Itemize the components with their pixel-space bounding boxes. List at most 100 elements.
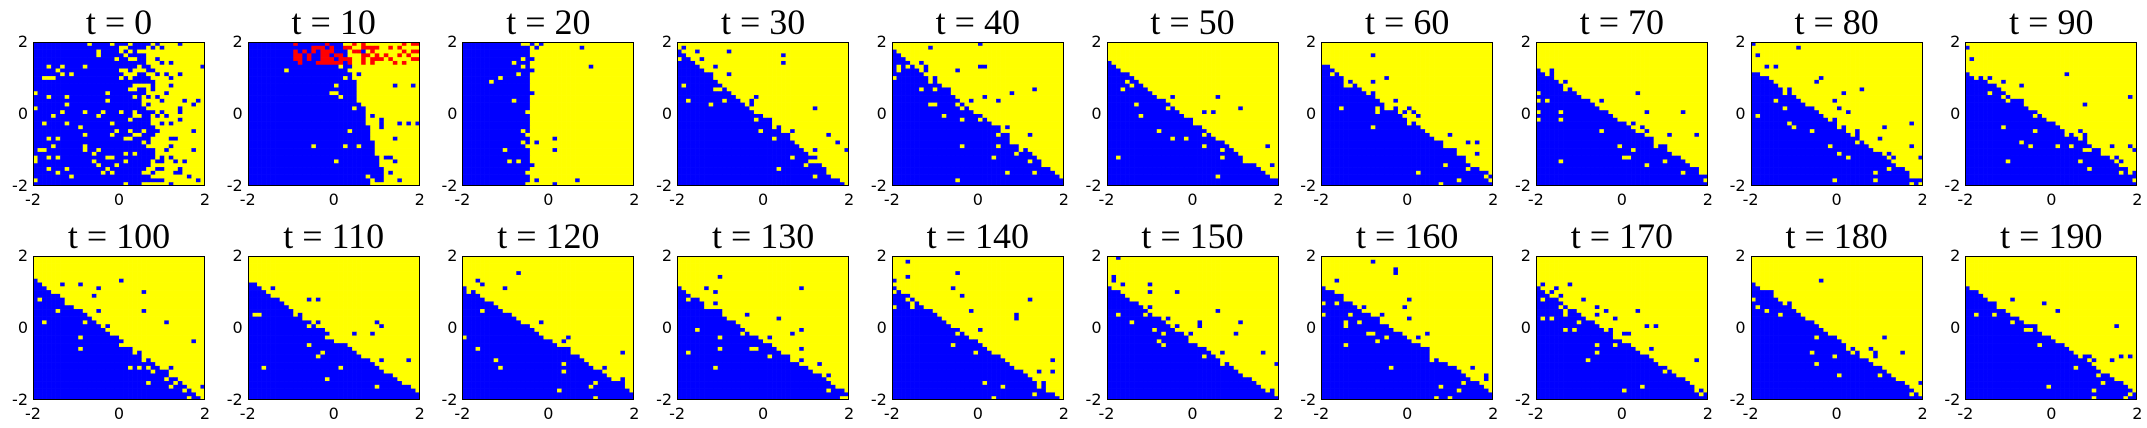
heatmap-cell [844,49,850,54]
heatmap-cell [91,114,97,119]
heatmap-cell [808,68,814,73]
heatmap-cell [46,182,52,186]
heatmap-cell [292,151,298,156]
heatmap-cell [200,167,205,172]
heatmap-cell [598,72,604,77]
heatmap-cell [315,182,321,186]
heatmap-cell [128,136,133,141]
heatmap-cell [548,129,554,134]
heatmap-cell [132,140,138,145]
heatmap-cell [589,95,594,100]
heatmap-cell [46,170,52,175]
heatmap-cell [584,125,590,130]
heatmap-cell [817,64,823,69]
heatmap-cell [543,49,549,54]
heatmap-cell [471,68,477,73]
heatmap-cell [100,148,106,153]
heatmap-cell [369,170,375,175]
heatmap-cell [571,60,576,66]
heatmap-cell [82,79,88,84]
heatmap-cell [763,45,768,50]
heatmap-cell [620,140,626,145]
heatmap-cell [512,155,518,160]
heatmap-cell [580,98,585,103]
heatmap-cell [616,53,622,58]
heatmap-cell [374,167,380,172]
heatmap-cell [292,106,298,111]
heatmap-cell [466,57,472,62]
heatmap-cell [607,114,613,119]
heatmap-cell [186,102,192,107]
heatmap-cell [677,87,682,92]
heatmap-cell [397,68,402,73]
heatmap-cell [722,95,728,100]
heatmap-cell [539,174,545,179]
heatmap-cell [616,117,622,122]
heatmap-cell [589,151,594,156]
heatmap-cell [55,95,61,100]
heatmap-cell [60,132,65,138]
heatmap-cell [164,129,170,134]
heatmap-cell [507,140,513,145]
heatmap-cell [763,87,768,92]
heatmap-cell [292,87,298,92]
heatmap-cell [302,87,307,92]
heatmap-cell [534,79,540,84]
heatmap-cell [534,117,540,122]
heatmap-cell [561,167,567,172]
heatmap-cell [507,64,513,69]
heatmap-cell [186,174,192,179]
heatmap-cell [69,121,75,126]
heatmap-cell [475,72,481,77]
heatmap-cell [844,79,850,84]
heatmap-cell [401,91,407,96]
heatmap-cell [132,83,138,88]
heatmap-cell [785,42,791,47]
heatmap-cell [763,53,768,58]
heatmap-cell [704,91,710,96]
heatmap-cell [365,45,371,50]
heatmap-cell [812,91,818,96]
heatmap-cell [105,140,111,145]
heatmap-cell [388,178,393,183]
heatmap-cell [137,114,142,119]
heatmap-cell [283,83,289,88]
heatmap-cell [347,170,353,175]
heatmap-cell [159,167,165,172]
heatmap-cell [602,182,608,186]
heatmap-cell [164,106,170,111]
heatmap-cell [686,79,691,84]
heatmap-cell [306,76,312,81]
heatmap-cell [297,42,303,47]
heatmap-cell [320,159,325,164]
heatmap-cell [37,64,43,69]
heatmap-cell [471,60,477,66]
heatmap-cell [498,117,504,122]
heatmap-cell [489,60,495,66]
heatmap-cell [261,140,267,145]
heatmap-cell [37,125,43,130]
heatmap-cell [132,91,138,96]
heatmap-cell [566,98,572,103]
heatmap-cell [485,174,490,179]
heatmap-cell [159,110,165,115]
heatmap-cell [320,163,325,168]
heatmap-cell [695,87,701,92]
heatmap-cell [297,106,303,111]
heatmap-cell [378,151,384,156]
heatmap-cell [69,91,75,96]
heatmap-cell [252,170,258,175]
heatmap-cell [324,159,330,164]
heatmap-cell [383,129,389,134]
heatmap-cell [297,57,303,62]
heatmap-cell [109,53,115,58]
heatmap-cell [521,148,527,153]
heatmap-cell [485,64,490,69]
heatmap-cell [598,114,604,119]
heatmap-cell [548,42,554,47]
heatmap-cell [629,49,635,54]
heatmap-cell [33,159,38,164]
heatmap-cell [557,117,563,122]
heatmap-cell [247,178,253,183]
